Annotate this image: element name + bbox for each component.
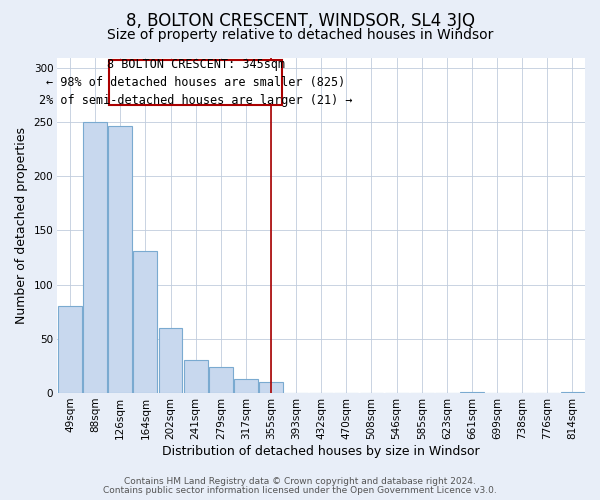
Text: Contains HM Land Registry data © Crown copyright and database right 2024.: Contains HM Land Registry data © Crown c… <box>124 477 476 486</box>
Text: 8 BOLTON CRESCENT: 345sqm
← 98% of detached houses are smaller (825)
2% of semi-: 8 BOLTON CRESCENT: 345sqm ← 98% of detac… <box>39 58 352 107</box>
Bar <box>234 378 258 392</box>
Bar <box>109 126 132 392</box>
FancyBboxPatch shape <box>109 60 282 105</box>
Text: Contains public sector information licensed under the Open Government Licence v3: Contains public sector information licen… <box>103 486 497 495</box>
Text: Size of property relative to detached houses in Windsor: Size of property relative to detached ho… <box>107 28 493 42</box>
Bar <box>184 360 208 392</box>
Text: 8, BOLTON CRESCENT, WINDSOR, SL4 3JQ: 8, BOLTON CRESCENT, WINDSOR, SL4 3JQ <box>125 12 475 30</box>
X-axis label: Distribution of detached houses by size in Windsor: Distribution of detached houses by size … <box>163 444 480 458</box>
Y-axis label: Number of detached properties: Number of detached properties <box>15 126 28 324</box>
Bar <box>133 251 157 392</box>
Bar <box>83 122 107 392</box>
Bar <box>58 306 82 392</box>
Bar <box>259 382 283 392</box>
Bar <box>209 366 233 392</box>
Bar <box>158 328 182 392</box>
